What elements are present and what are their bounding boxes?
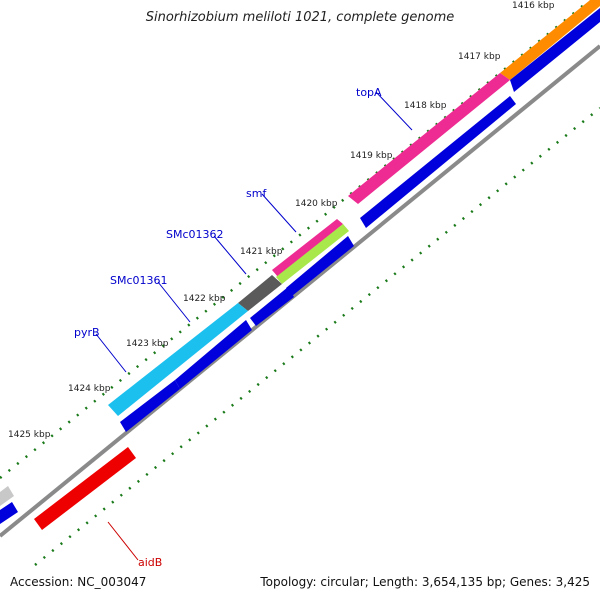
tick-label-9: 1425 kbp xyxy=(8,430,51,440)
gene-pyrB-feature[interactable] xyxy=(108,303,248,416)
accession-text: Accession: NC_003047 xyxy=(10,575,147,589)
gene-leader-lines xyxy=(95,91,413,561)
cds-block-1[interactable] xyxy=(510,8,600,92)
gene-aidB-feature[interactable] xyxy=(34,447,136,530)
gene-label-SMc01361[interactable]: SMc01361 xyxy=(110,274,168,287)
tick-label-8: 1424 kbp xyxy=(68,384,111,394)
gene-labels: topA smf SMc01362 SMc01361 pyrB aidB xyxy=(74,86,382,569)
gene-topA-feature[interactable] xyxy=(348,73,510,204)
tick-label-4: 1420 kbp xyxy=(295,199,338,209)
cds-block-5[interactable] xyxy=(175,320,252,389)
genome-title: Sinorhizobium meliloti 1021, complete ge… xyxy=(145,10,455,25)
cds-block-6[interactable] xyxy=(120,380,180,432)
gene-gray-edge-feature[interactable] xyxy=(0,486,14,506)
gene-smf-feature[interactable] xyxy=(272,219,343,277)
genome-backbone xyxy=(0,44,600,538)
gene-label-aidB[interactable]: aidB xyxy=(138,556,162,569)
gene-label-pyrB[interactable]: pyrB xyxy=(74,326,100,339)
gene-label-topA[interactable]: topA xyxy=(356,86,382,99)
gene-label-smf[interactable]: smf xyxy=(246,187,267,200)
gene-label-SMc01362[interactable]: SMc01362 xyxy=(166,228,224,241)
cds-block-2[interactable] xyxy=(360,96,516,228)
tick-label-5: 1421 kbp xyxy=(240,247,283,257)
tick-label-2: 1418 kbp xyxy=(404,101,447,111)
gene-track-upper xyxy=(0,0,600,530)
inner-tick-ring xyxy=(34,107,600,566)
cds-track xyxy=(0,8,600,524)
genome-summary-text: Topology: circular; Length: 3,654,135 bp… xyxy=(260,575,590,589)
gene-orange-feature[interactable] xyxy=(500,0,600,80)
tick-label-3: 1419 kbp xyxy=(350,151,393,161)
tick-label-7: 1423 kbp xyxy=(126,339,169,349)
tick-label-6: 1422 kbp xyxy=(183,294,226,304)
cds-block-3[interactable] xyxy=(286,236,354,296)
outer-tick-ring xyxy=(0,0,591,479)
cds-block-7[interactable] xyxy=(0,502,18,524)
tick-labels: 1416 kbp 1417 kbp 1418 kbp 1419 kbp 1420 kbp… xyxy=(8,1,555,440)
tick-label-1: 1417 kbp xyxy=(458,52,501,62)
tick-label-0: 1416 kbp xyxy=(512,1,555,11)
gene-SMc01362-feature[interactable] xyxy=(238,275,282,311)
gene-smf-lime-feature[interactable] xyxy=(276,224,349,284)
cds-block-4[interactable] xyxy=(250,287,294,326)
